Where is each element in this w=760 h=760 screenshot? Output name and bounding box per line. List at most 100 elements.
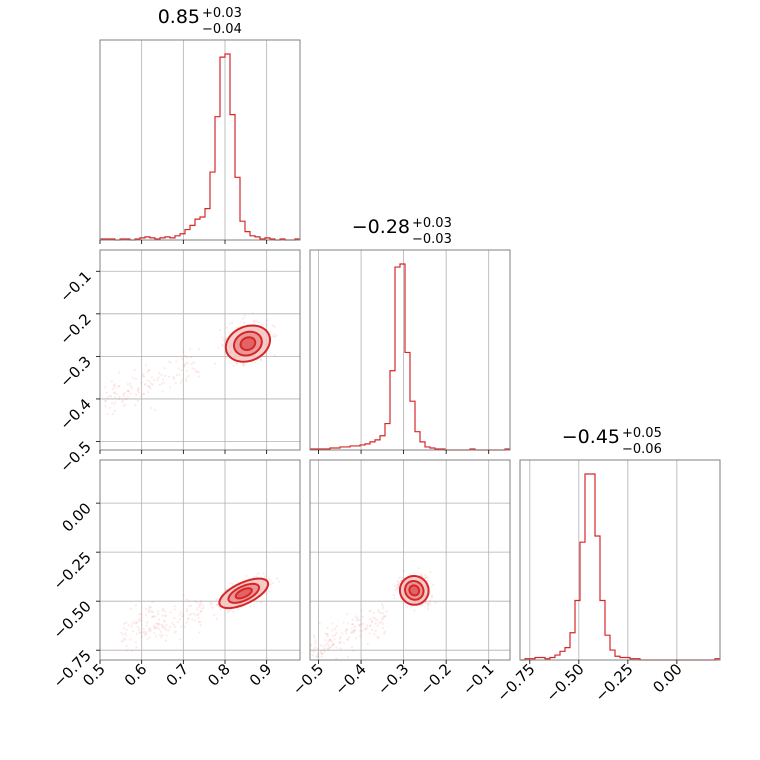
sample-point (402, 569, 405, 572)
sample-point (426, 605, 429, 608)
sample-point (160, 382, 163, 385)
sample-point (143, 375, 146, 378)
sample-point (342, 641, 345, 644)
sample-point (320, 650, 323, 653)
sample-point (383, 615, 386, 618)
sample-point (169, 361, 172, 364)
x-tick-label: 0.7 (163, 660, 193, 690)
sample-point (231, 321, 234, 324)
sample-point (351, 623, 354, 626)
sample-point (345, 628, 348, 631)
sample-point (161, 390, 164, 393)
sample-point (347, 636, 350, 639)
sample-point (346, 638, 349, 642)
sample-point (356, 616, 359, 619)
y-tick-label: −0.5 (56, 438, 94, 476)
sample-point (172, 377, 175, 380)
sample-point (174, 630, 177, 633)
sample-point (200, 607, 203, 610)
sample-point (129, 638, 132, 641)
sample-point (182, 350, 185, 353)
density-contours (398, 575, 430, 606)
x-tick-label: −0.1 (459, 660, 497, 698)
sample-point (397, 583, 400, 586)
sample-point (216, 602, 219, 605)
sample-point (397, 585, 400, 588)
sample-point (105, 399, 108, 402)
sample-point (434, 601, 437, 604)
sample-point (198, 603, 201, 606)
sample-point (346, 613, 349, 616)
sample-point (114, 401, 117, 404)
sample-point (228, 610, 231, 613)
sample-point (146, 637, 149, 640)
sample-point (253, 321, 256, 324)
title-plus-error: +0.05 (622, 426, 662, 441)
sample-point (432, 583, 435, 586)
x-tick-label: 0.00 (649, 660, 685, 696)
histogram-param-0 (100, 53, 300, 241)
sample-point (328, 638, 331, 641)
sample-point (358, 618, 361, 621)
sample-point (149, 627, 152, 630)
sample-point (187, 375, 190, 378)
sample-point (269, 583, 272, 586)
sample-point (134, 378, 138, 381)
sample-point (271, 335, 274, 338)
sample-point (181, 379, 184, 382)
sample-point (424, 573, 427, 577)
sample-point (199, 601, 203, 604)
sample-point (353, 629, 356, 632)
sample-point (134, 641, 137, 644)
sample-point (138, 628, 141, 631)
sample-point (197, 375, 200, 378)
sample-point (236, 608, 239, 611)
sample-point (350, 646, 353, 649)
sample-point (426, 607, 430, 611)
sample-point (165, 623, 168, 627)
sample-point (191, 618, 194, 621)
sample-point (328, 646, 331, 649)
sample-point (135, 632, 138, 636)
sample-point (194, 614, 197, 617)
sample-point (226, 326, 229, 329)
sample-point (350, 631, 353, 634)
sample-point (161, 626, 164, 629)
x-tick-label: −0.75 (493, 660, 538, 705)
sample-point (189, 348, 192, 351)
sample-point (112, 391, 116, 394)
sample-point (359, 635, 362, 638)
sample-point (196, 608, 199, 611)
sample-point (215, 617, 218, 620)
sample-point (217, 346, 220, 349)
sample-point (167, 375, 171, 378)
sample-point (152, 615, 155, 618)
sample-point (232, 610, 235, 614)
sample-point (159, 630, 162, 633)
sample-point (275, 334, 278, 337)
sample-point (144, 631, 147, 634)
sample-point (152, 378, 156, 382)
sample-point (312, 634, 315, 637)
sample-point (377, 637, 380, 640)
sample-point (155, 635, 158, 638)
sample-point (148, 607, 151, 610)
sample-point (396, 579, 399, 582)
x-tick-label: 0.6 (121, 660, 151, 690)
sample-point (364, 628, 367, 631)
sample-point (338, 637, 341, 640)
sample-point (121, 401, 124, 404)
sample-point (148, 628, 151, 631)
sample-point (135, 622, 138, 625)
y-tick-label: −0.1 (56, 267, 94, 305)
sample-point (134, 604, 138, 607)
sample-point (375, 618, 378, 622)
sample-point (186, 361, 189, 365)
sample-point (428, 600, 431, 603)
panel-title-param-2: −0.45 +0.05−0.06 (562, 426, 662, 457)
sample-point (346, 638, 349, 641)
sample-point (372, 612, 375, 615)
sample-point (134, 622, 137, 625)
sample-point (335, 631, 338, 634)
sample-point (242, 365, 245, 368)
